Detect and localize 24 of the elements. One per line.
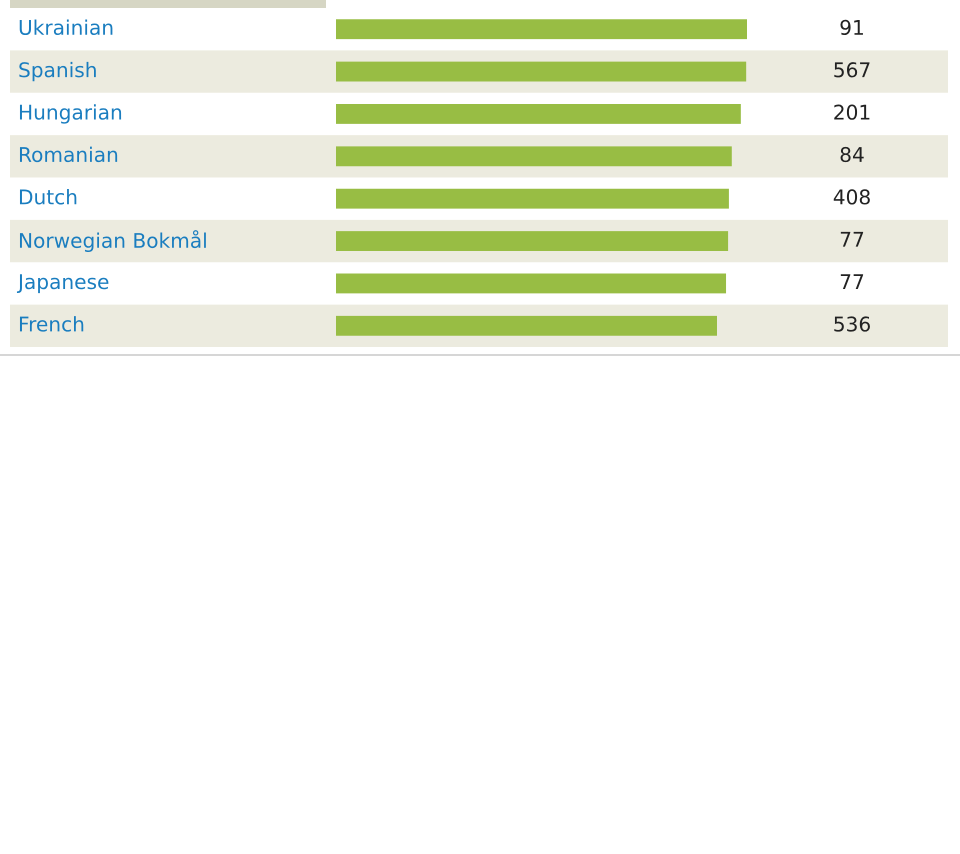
bar [336, 273, 726, 294]
text: 91 [840, 20, 863, 36]
y-tick-label: Norwegian Bokmål [20, 230, 206, 252]
text: 201 [834, 104, 870, 120]
y-tick-label: Dutch [20, 188, 76, 205]
y-tick-label: Japanese [16, 274, 108, 294]
y-tick-label: Romanian [20, 146, 118, 162]
text: 408 [834, 189, 870, 205]
bar [336, 231, 728, 252]
text: 77 [840, 274, 864, 289]
y-tick-label: Spanish [19, 62, 96, 82]
bar [336, 104, 741, 124]
y-tick-label: Ukrainian [20, 19, 112, 36]
bar [336, 62, 746, 82]
bar [336, 316, 717, 336]
text: 84 [840, 146, 864, 162]
bar [336, 146, 732, 166]
text: 77 [840, 232, 864, 247]
y-tick-label: French [20, 316, 84, 332]
bar [336, 19, 747, 40]
text: 567 [834, 62, 870, 78]
y-tick-label: Hungarian [20, 104, 122, 124]
text: 536 [834, 316, 870, 332]
bar [336, 188, 729, 209]
